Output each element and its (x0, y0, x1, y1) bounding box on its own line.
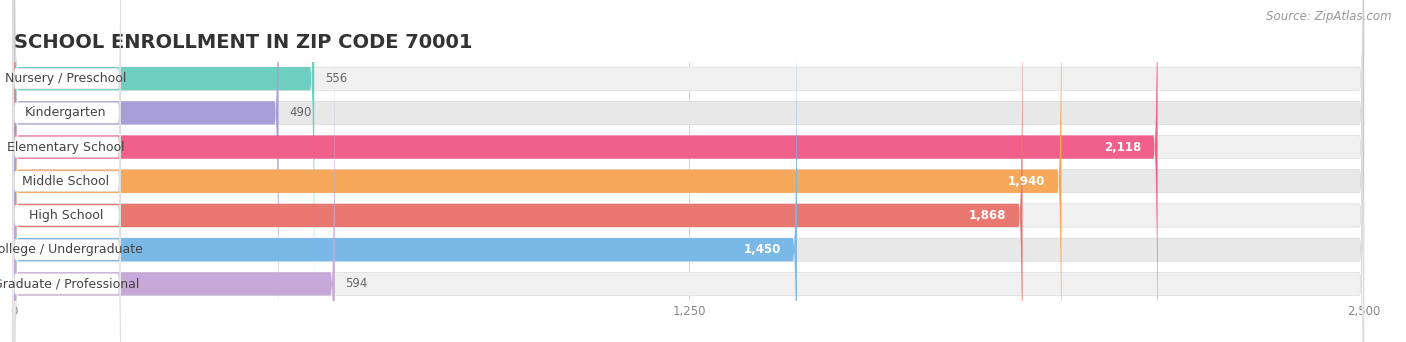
FancyBboxPatch shape (13, 24, 121, 339)
Text: Source: ZipAtlas.com: Source: ZipAtlas.com (1267, 10, 1392, 23)
FancyBboxPatch shape (13, 0, 121, 304)
FancyBboxPatch shape (14, 0, 1364, 342)
FancyBboxPatch shape (14, 0, 1157, 342)
FancyBboxPatch shape (13, 92, 121, 342)
FancyBboxPatch shape (14, 16, 335, 342)
Text: Nursery / Preschool: Nursery / Preschool (6, 72, 127, 85)
Text: Kindergarten: Kindergarten (25, 106, 107, 119)
Text: 490: 490 (290, 106, 312, 119)
Text: Graduate / Professional: Graduate / Professional (0, 277, 139, 290)
Text: Middle School: Middle School (22, 175, 110, 188)
FancyBboxPatch shape (13, 0, 121, 236)
FancyBboxPatch shape (14, 0, 278, 342)
Text: SCHOOL ENROLLMENT IN ZIP CODE 70001: SCHOOL ENROLLMENT IN ZIP CODE 70001 (14, 33, 472, 52)
Text: High School: High School (28, 209, 103, 222)
Text: 556: 556 (325, 72, 347, 85)
FancyBboxPatch shape (13, 58, 121, 342)
FancyBboxPatch shape (14, 0, 1364, 342)
FancyBboxPatch shape (13, 127, 121, 342)
FancyBboxPatch shape (14, 0, 1364, 342)
Text: 1,450: 1,450 (744, 243, 780, 256)
FancyBboxPatch shape (13, 0, 121, 270)
Text: 1,940: 1,940 (1008, 175, 1045, 188)
FancyBboxPatch shape (14, 0, 315, 342)
FancyBboxPatch shape (14, 0, 1364, 342)
Text: 2,118: 2,118 (1104, 141, 1142, 154)
FancyBboxPatch shape (14, 0, 1364, 342)
Text: 594: 594 (346, 277, 368, 290)
Text: Elementary School: Elementary School (7, 141, 125, 154)
Text: College / Undergraduate: College / Undergraduate (0, 243, 143, 256)
Text: 1,868: 1,868 (969, 209, 1007, 222)
FancyBboxPatch shape (14, 0, 1364, 342)
FancyBboxPatch shape (14, 0, 1062, 342)
FancyBboxPatch shape (14, 16, 1364, 342)
FancyBboxPatch shape (14, 0, 797, 342)
FancyBboxPatch shape (14, 0, 1022, 342)
